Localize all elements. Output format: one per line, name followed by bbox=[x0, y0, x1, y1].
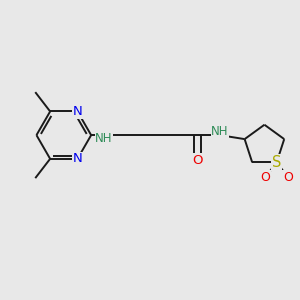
Text: O: O bbox=[283, 171, 293, 184]
Text: N: N bbox=[73, 105, 82, 118]
Text: NH: NH bbox=[211, 125, 229, 138]
Text: NH: NH bbox=[95, 132, 113, 145]
Text: S: S bbox=[272, 155, 281, 170]
Text: N: N bbox=[73, 152, 82, 165]
Text: O: O bbox=[260, 171, 270, 184]
Text: O: O bbox=[192, 154, 203, 167]
